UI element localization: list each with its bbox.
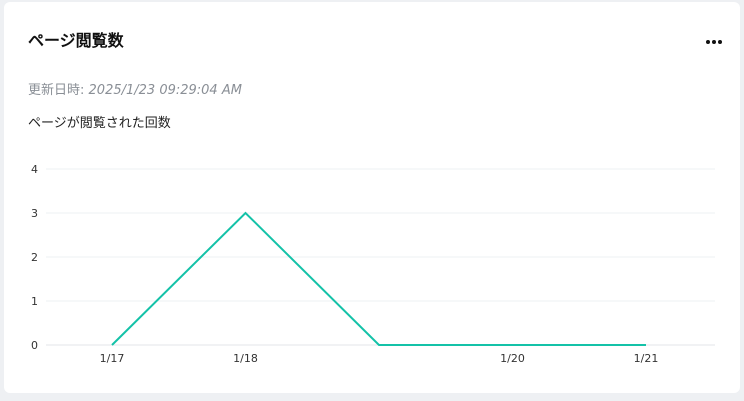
updated-timestamp: 更新日時: 2025/1/23 09:29:04 AM <box>28 82 242 100</box>
x-tick-label: 1/21 <box>634 352 659 365</box>
more-dot <box>718 40 722 44</box>
y-tick-label: 1 <box>31 295 38 308</box>
x-tick-label: 1/17 <box>100 352 125 365</box>
updated-value: 2025/1/23 09:29:04 AM <box>88 83 242 98</box>
card-title: ページ閲覧数 <box>28 31 124 50</box>
y-tick-label: 4 <box>31 163 38 176</box>
x-tick-label: 1/20 <box>500 352 525 365</box>
y-tick-label: 0 <box>31 339 38 352</box>
x-tick-label: 1/18 <box>233 352 258 365</box>
updated-label: 更新日時: <box>28 83 85 98</box>
chart-description: ページが閲覧された回数 <box>28 116 171 131</box>
series-line <box>111 211 646 346</box>
y-tick-label: 2 <box>31 251 38 264</box>
y-tick-label: 3 <box>31 207 38 220</box>
page-views-card: ページ閲覧数 更新日時: 2025/1/23 09:29:04 AM ページが閲… <box>4 2 740 393</box>
more-icon[interactable] <box>686 32 722 52</box>
more-dot <box>712 40 716 44</box>
more-dot <box>706 40 710 44</box>
